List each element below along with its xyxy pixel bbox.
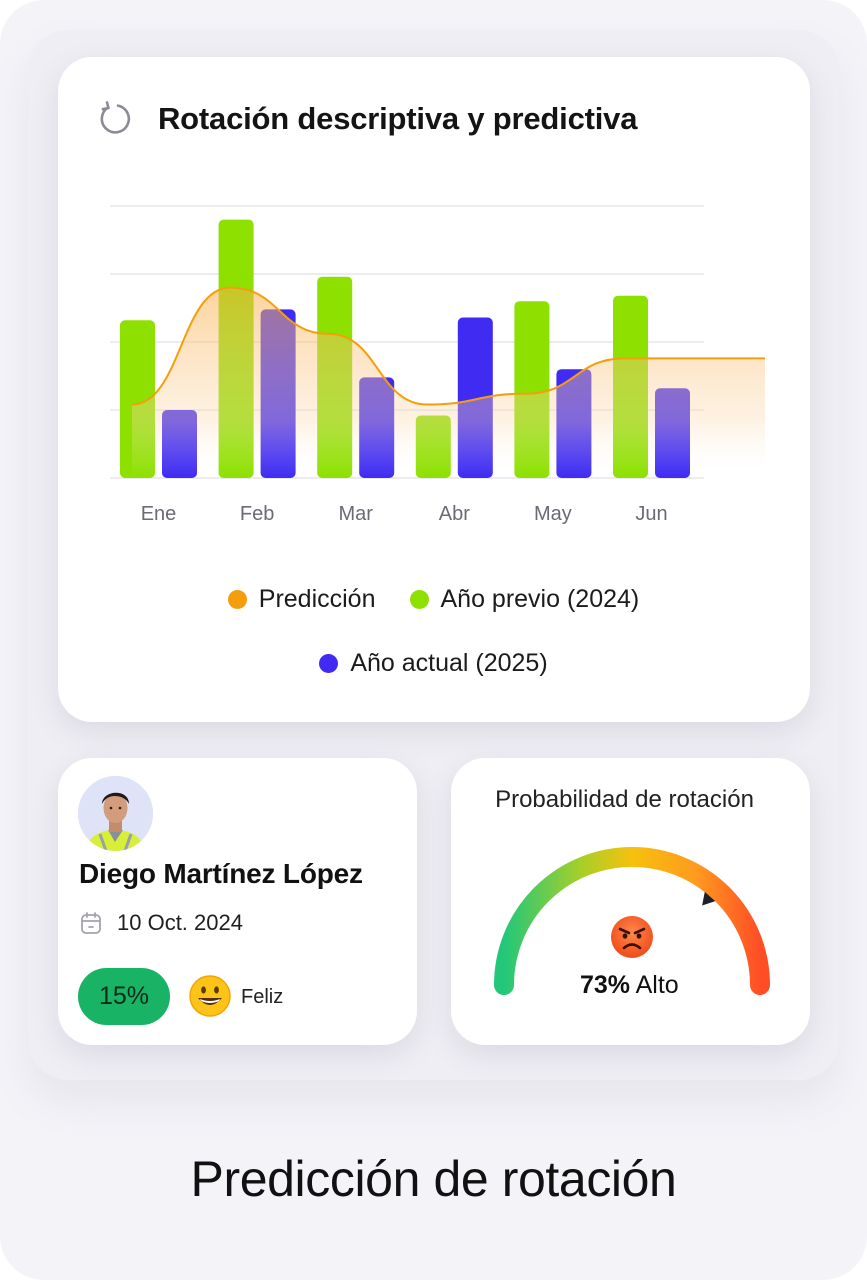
legend-label: Año previo (2024) (440, 585, 640, 613)
legend-dot-blue-icon (319, 653, 339, 673)
angry-face-icon (611, 916, 653, 958)
probability-gauge (494, 847, 770, 995)
legend-label: Predicción (258, 585, 376, 613)
legend-dot-green-icon (409, 589, 429, 609)
legend-item-ano-previo[interactable]: Año previo (2024) (409, 584, 640, 614)
probability-card (451, 758, 810, 1045)
rotation-chart-card (58, 57, 810, 722)
probability-percent: 73% (580, 971, 631, 999)
legend-item-ano-actual[interactable]: Año actual (2025) (319, 648, 548, 678)
employee-date: 10 Oct. 2024 (117, 910, 243, 935)
chart-legend-row-1: Predicción Año previo (2024) (0, 584, 867, 614)
probability-value: 73% Alto (580, 971, 690, 1000)
page-title: Predicción de rotación (190, 1151, 677, 1207)
gauge-needle-icon (702, 891, 716, 906)
gauge-arc (494, 847, 770, 995)
chart-title: Rotación descriptiva y predictiva (158, 101, 638, 136)
avatar-icon (78, 776, 153, 851)
legend-dot-orange-icon (227, 589, 247, 609)
calendar-icon (81, 912, 101, 934)
percent-badge: 15% (78, 968, 170, 1025)
refresh-icon[interactable] (97, 101, 133, 137)
legend-label: Año actual (2025) (350, 649, 548, 677)
mood-label: Feliz (241, 986, 284, 1008)
legend-item-prediccion[interactable]: Predicción (227, 584, 376, 614)
probability-level: Alto (635, 971, 679, 999)
chart-legend-row-2: Año actual (2025) (0, 648, 867, 678)
employee-name: Diego Martínez López (79, 858, 363, 889)
happy-face-icon (189, 975, 231, 1017)
probability-title: Probabilidad de rotación (495, 786, 754, 813)
